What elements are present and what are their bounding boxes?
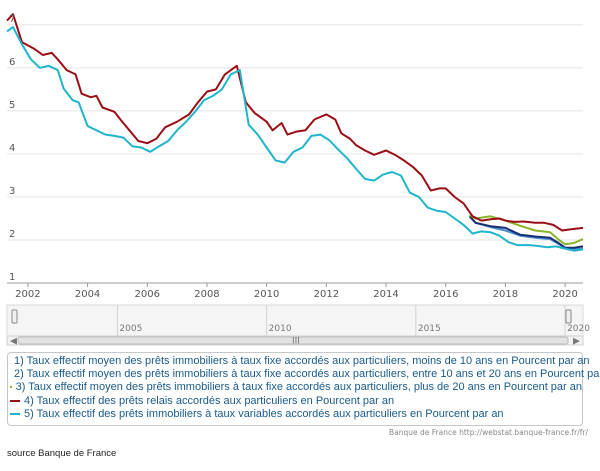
x-tick-label: 2010 bbox=[254, 289, 279, 300]
scroll-right-arrow-icon[interactable]: ▶ bbox=[573, 337, 580, 347]
legend-label: 1) Taux effectif moyen des prêts immobil… bbox=[14, 354, 590, 367]
series-line-2[interactable] bbox=[468, 215, 584, 249]
x-tick-label: 2014 bbox=[373, 289, 398, 300]
legend-item-4[interactable]: 4) Taux effectif des prêts relais accord… bbox=[10, 394, 582, 407]
source-text: source Banque de France bbox=[7, 448, 117, 459]
line-chart: 1 2 3 4 5 6 7 2002 2004 2006 2008 2010 2012 2014 2016… bbox=[6, 13, 590, 347]
x-axis-ticks: 2002 2004 2006 2008 2010 2012 2014 2016 2018 2020 bbox=[15, 283, 578, 300]
series-lines bbox=[6, 13, 584, 252]
y-tick-label: 2 bbox=[9, 229, 15, 240]
x-tick-label: 2012 bbox=[314, 289, 339, 300]
navigator-year-label: 2015 bbox=[418, 324, 441, 334]
scrollbar-grip-icon: III bbox=[292, 337, 300, 347]
navigator-handle-right[interactable] bbox=[565, 309, 572, 324]
navigator-year-label: 2005 bbox=[119, 324, 142, 334]
x-tick-label: 2008 bbox=[194, 289, 219, 300]
grid-lines bbox=[7, 24, 583, 284]
legend-swatch-icon bbox=[10, 413, 20, 416]
navigator-labels: 2005 2010 2015 2020 bbox=[116, 305, 590, 336]
y-axis-ticks: 1 2 3 4 5 6 7 bbox=[9, 14, 15, 283]
navigator-handle-left[interactable] bbox=[11, 309, 18, 324]
legend-item-5[interactable]: 5) Taux effectif des prêts immobiliers à… bbox=[10, 408, 582, 421]
legend: 1) Taux effectif moyen des prêts immobil… bbox=[7, 352, 600, 426]
legend-item-3[interactable]: 3) Taux effectif moyen des prêts immobil… bbox=[10, 381, 582, 394]
scroll-left-arrow-icon[interactable]: ◀ bbox=[10, 337, 17, 347]
navigator-year-label: 2020 bbox=[567, 324, 590, 334]
navigator[interactable]: 2005 2010 2015 2020 ◀ ▶ III bbox=[6, 304, 590, 347]
y-tick-label: 4 bbox=[9, 143, 15, 154]
y-tick-label: 3 bbox=[9, 186, 15, 197]
y-tick-label: 1 bbox=[9, 272, 15, 283]
x-tick-label: 2002 bbox=[15, 289, 40, 300]
x-tick-label: 2004 bbox=[75, 289, 100, 300]
legend-label: 4) Taux effectif des prêts relais accord… bbox=[24, 394, 395, 407]
x-tick-label: 2018 bbox=[493, 289, 518, 300]
x-tick-label: 2016 bbox=[433, 289, 458, 300]
legend-swatch-icon bbox=[10, 399, 20, 402]
legend-label: 5) Taux effectif des prêts immobiliers à… bbox=[24, 408, 504, 421]
y-tick-label: 5 bbox=[9, 100, 15, 111]
series-line-4[interactable] bbox=[6, 13, 584, 232]
legend-item-1[interactable]: 1) Taux effectif moyen des prêts immobil… bbox=[10, 354, 590, 367]
navigator-year-label: 2010 bbox=[269, 324, 292, 334]
legend-label: 3) Taux effectif moyen des prêts immobil… bbox=[15, 381, 582, 394]
x-tick-label: 2006 bbox=[135, 289, 160, 300]
y-tick-label: 6 bbox=[9, 57, 15, 68]
y-tick-label: 7 bbox=[9, 14, 15, 25]
series-line-5[interactable] bbox=[6, 26, 584, 252]
legend-label: 2) Taux effectif moyen des prêts immobil… bbox=[14, 368, 600, 381]
legend-swatch-icon bbox=[10, 386, 12, 389]
scrollbar-thumb[interactable] bbox=[17, 336, 569, 345]
x-tick-label: 2020 bbox=[552, 289, 577, 300]
navigator-track[interactable] bbox=[6, 304, 584, 337]
legend-item-2[interactable]: 2) Taux effectif moyen des prêts immobil… bbox=[10, 367, 600, 380]
series-line-3[interactable] bbox=[469, 214, 584, 246]
credit-text: Banque de France http://webstat.banque-f… bbox=[389, 428, 588, 437]
